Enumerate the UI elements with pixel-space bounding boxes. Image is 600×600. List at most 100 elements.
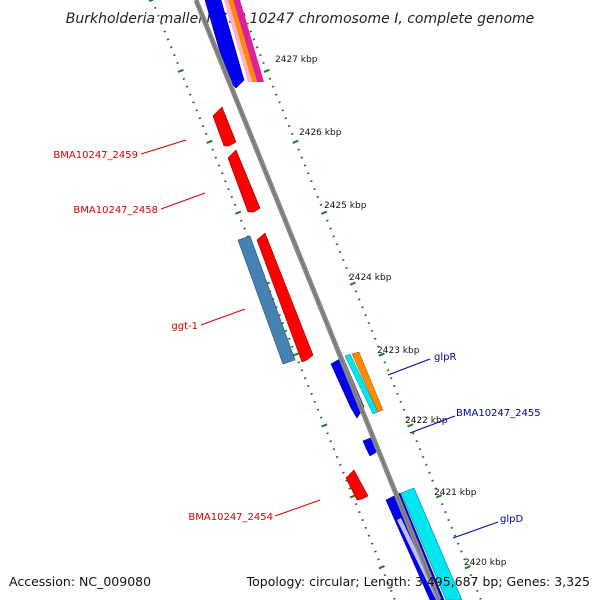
- tick-mark: [310, 392, 313, 396]
- kbp-labels: 2427 kbp 2426 kbp 2425 kbp 2424 kbp 2423…: [275, 55, 507, 568]
- tick-mark: [214, 156, 218, 159]
- tick-mark: [224, 180, 227, 183]
- tick-mark: [444, 510, 447, 514]
- kbp-label-2423: 2423 kbp: [377, 346, 420, 356]
- tick-mark: [300, 156, 304, 159]
- gene-label-glpR[interactable]: glpR: [434, 352, 456, 363]
- tick-mark: [287, 124, 291, 128]
- tick-mark: [386, 581, 390, 585]
- gene-labels: BMA10247_2459 BMA10247_2458 ggt-1 BMA102…: [53, 150, 540, 525]
- tick-mark: [435, 494, 443, 499]
- tick-mark: [377, 558, 380, 561]
- tick-mark: [246, 235, 250, 238]
- tick-mark: [233, 203, 237, 207]
- tick-mark: [316, 408, 320, 411]
- tick-mark: [252, 38, 256, 41]
- tick-mark: [300, 369, 304, 372]
- gene-label-BMA10247_2459[interactable]: BMA10247_2459: [53, 150, 138, 161]
- tick-mark: [476, 589, 479, 593]
- tick-mark: [240, 219, 243, 222]
- tick-mark: [338, 463, 342, 466]
- tick-mark: [464, 565, 471, 570]
- tick-mark: [342, 258, 345, 262]
- tick-mark: [227, 187, 230, 191]
- topology-text: Topology: circular; Length: 3,495,687 bp…: [246, 574, 590, 589]
- tick-mark: [230, 195, 234, 199]
- tick-mark: [338, 250, 342, 254]
- tick-mark: [313, 187, 316, 191]
- tick-mark: [258, 53, 262, 57]
- tick-mark: [206, 139, 213, 144]
- tick-mark: [370, 329, 374, 333]
- tick-mark: [349, 281, 356, 286]
- tick-mark: [195, 109, 198, 112]
- gene-BMA10247_2459[interactable]: [212, 106, 237, 147]
- tick-mark: [192, 101, 195, 104]
- tick-mark: [378, 565, 385, 570]
- feature-steelblue[interactable]: [237, 235, 296, 365]
- tick-mark: [177, 68, 184, 73]
- gene-label-BMA10247_2458[interactable]: BMA10247_2458: [73, 205, 158, 216]
- tick-mark: [415, 440, 418, 443]
- tick-mark: [335, 243, 339, 246]
- gene-BMA10247_2458[interactable]: [227, 149, 261, 213]
- feature-glpD-cyan[interactable]: [400, 487, 463, 600]
- tick-mark: [316, 195, 320, 199]
- kbp-label-2421: 2421 kbp: [434, 488, 477, 498]
- tick-mark: [405, 416, 409, 419]
- tick-mark: [153, 6, 157, 10]
- tick-mark: [373, 337, 377, 340]
- tick-mark: [182, 77, 186, 80]
- tick-mark: [361, 518, 364, 522]
- gene-label-BMA10247_2455[interactable]: BMA10247_2455: [456, 408, 541, 419]
- gene-label-glpD[interactable]: glpD: [500, 514, 523, 525]
- tick-mark: [412, 432, 415, 435]
- tick-mark: [361, 306, 364, 309]
- tick-mark: [201, 124, 205, 128]
- tick-mark: [220, 172, 224, 175]
- tick-mark: [393, 597, 396, 600]
- gene-BMA10247_2454[interactable]: [345, 469, 369, 501]
- gene-feature-top-light[interactable]: [224, 0, 252, 82]
- tick-mark: [303, 164, 307, 167]
- tick-mark: [255, 46, 259, 49]
- gene-feature-top-orange[interactable]: [228, 0, 257, 82]
- tick-mark: [326, 432, 329, 435]
- tick-mark: [204, 132, 208, 136]
- tick-mark: [424, 463, 428, 466]
- tick-mark: [160, 22, 163, 25]
- tick-mark: [450, 526, 454, 530]
- tick-mark: [274, 93, 278, 96]
- tick-mark: [378, 352, 385, 357]
- tick-mark: [377, 345, 380, 348]
- gene-ggt-1[interactable]: [256, 232, 314, 363]
- kbp-label-2427: 2427 kbp: [275, 55, 318, 65]
- tick-mark: [278, 101, 281, 104]
- tick-mark: [370, 542, 374, 545]
- tick-mark: [472, 581, 476, 585]
- tick-mark: [188, 93, 192, 96]
- tick-mark: [469, 573, 473, 577]
- gene-label-BMA10247_2454[interactable]: BMA10247_2454: [188, 512, 273, 523]
- tick-mark: [389, 377, 393, 380]
- tick-mark: [367, 321, 371, 325]
- tick-mark: [319, 416, 323, 419]
- gene-feature-top-magenta[interactable]: [233, 0, 264, 82]
- tick-mark: [271, 85, 275, 88]
- map-title: Burkholderia mallei NCTC 10247 chromosom…: [66, 11, 535, 27]
- tick-mark: [335, 455, 339, 459]
- gene-features: [204, 0, 463, 600]
- tick-mark: [235, 210, 242, 215]
- tick-mark: [321, 210, 328, 215]
- tick-mark: [169, 46, 173, 49]
- tick-mark: [263, 68, 270, 73]
- tick-mark: [321, 423, 328, 428]
- tick-mark: [453, 534, 457, 537]
- tick-mark: [243, 227, 246, 230]
- tick-mark: [396, 392, 399, 396]
- feature-glpR-orange[interactable]: [351, 351, 384, 413]
- tick-mark: [249, 30, 253, 33]
- gene-label-ggt-1[interactable]: ggt-1: [171, 321, 198, 332]
- tick-mark: [434, 487, 438, 490]
